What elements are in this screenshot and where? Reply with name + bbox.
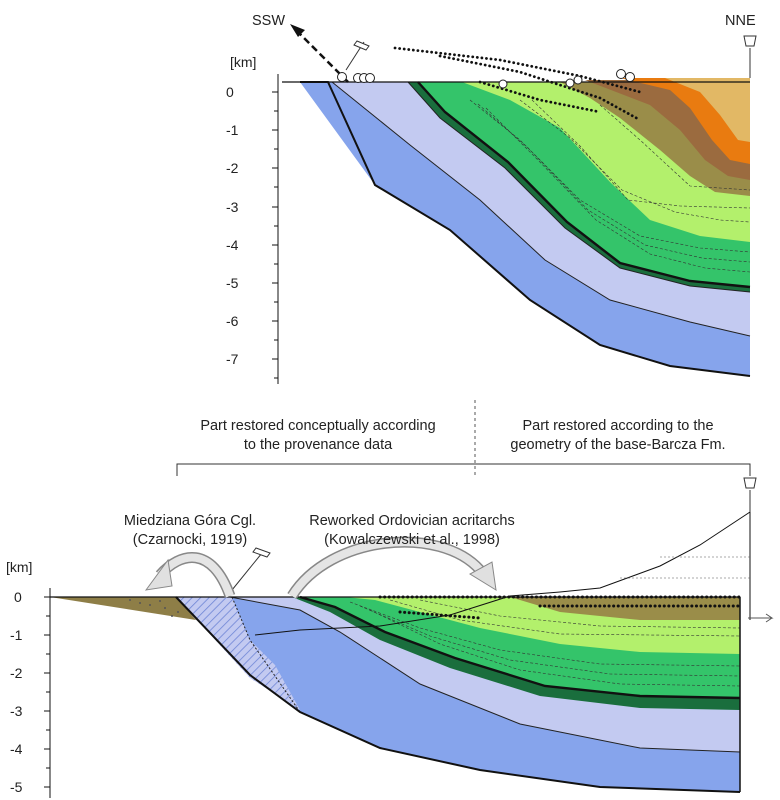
top-tick-label-7: -7 xyxy=(226,351,239,367)
top-tick-label-5: -5 xyxy=(226,275,239,291)
acritarchs-label-line2: (Kowalczewski et al., 1998) xyxy=(324,532,500,548)
bottom-restoration-profile-line xyxy=(254,511,751,636)
top-cross-section: [km] 0 -1 -2 -3 -4 -5 -6 -7 SSW NNE xyxy=(226,13,757,384)
direction-label-ssw: SSW xyxy=(252,13,285,29)
top-pebble-markers xyxy=(337,69,635,89)
direction-label-nne: NNE xyxy=(725,13,756,29)
bottom-sediment-wedge xyxy=(50,597,196,620)
top-bedding-lines xyxy=(469,99,751,273)
top-tick-label-2: -2 xyxy=(226,160,239,176)
bottom-cross-section: [km] 0 -1 -2 -3 -4 -5 Miedziana Góra Cgl… xyxy=(6,477,774,798)
bottom-base-line xyxy=(175,596,741,793)
bottom-thick-contact xyxy=(299,595,741,700)
restoration-labels: Part restored conceptually according to … xyxy=(176,400,751,478)
bottom-tick-label-0: 0 xyxy=(14,589,22,605)
provenance-arrow-right xyxy=(287,536,497,600)
top-tick-label-3: -3 xyxy=(226,199,239,215)
bottom-bedding-lines xyxy=(349,599,741,687)
top-axis-ticks xyxy=(272,91,278,379)
top-tick-label-6: -6 xyxy=(226,313,239,329)
top-dotted-beds xyxy=(393,46,642,122)
bottom-wedge-pebbles xyxy=(129,599,185,617)
bottom-tick-label-5: -5 xyxy=(10,779,23,795)
top-fault-arrow xyxy=(290,24,305,37)
bottom-dotted-beds xyxy=(378,595,742,620)
miedziana-gora-label-line2: (Czarnocki, 1919) xyxy=(133,532,247,548)
top-base-line xyxy=(300,81,751,377)
left-label-line2: to the provenance data xyxy=(244,437,393,453)
top-hammer-icon-left xyxy=(345,40,370,71)
top-tick-label-1: -1 xyxy=(226,122,239,138)
bottom-tick-label-2: -2 xyxy=(10,665,23,681)
left-label-line1: Part restored conceptually according xyxy=(200,418,435,434)
bottom-tick-label-4: -4 xyxy=(10,741,23,757)
bottom-tick-label-1: -1 xyxy=(10,627,23,643)
bottom-reference-dashes xyxy=(620,556,750,579)
provenance-arrow-left xyxy=(144,552,236,598)
top-layer-tan xyxy=(665,78,750,142)
right-label-line1: Part restored according to the xyxy=(522,418,713,434)
bottom-axis-ticks xyxy=(44,596,50,788)
acritarchs-label-line1: Reworked Ordovician acritarchs xyxy=(309,513,515,529)
top-tick-label-0: 0 xyxy=(226,84,234,100)
top-tick-label-4: -4 xyxy=(226,237,239,253)
bottom-hammer-icon-left xyxy=(231,547,271,591)
bottom-hatched-block xyxy=(176,597,300,710)
bottom-axis-unit: [km] xyxy=(6,559,32,575)
bottom-right-arrow xyxy=(748,613,774,623)
right-label-line2: geometry of the base-Barcza Fm. xyxy=(510,437,725,453)
bottom-layer-olive-top xyxy=(510,597,740,620)
bottom-hammer-icon-right xyxy=(743,477,757,512)
top-thick-contact xyxy=(417,81,751,289)
bottom-tick-label-3: -3 xyxy=(10,703,23,719)
miedziana-gora-label-line1: Miedziana Góra Cgl. xyxy=(124,513,256,529)
bracket-line xyxy=(176,463,751,476)
top-hammer-icon-right xyxy=(743,35,757,78)
bottom-contact-lines xyxy=(229,596,741,753)
top-contact-lines xyxy=(331,81,751,337)
top-axis-unit: [km] xyxy=(230,54,256,70)
